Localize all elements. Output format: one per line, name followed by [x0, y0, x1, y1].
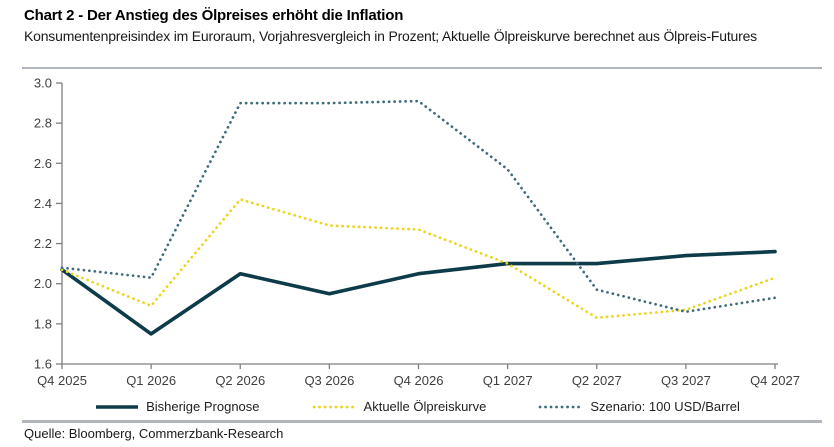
legend-swatch-dotted-line [539, 405, 584, 408]
header-divider [22, 67, 822, 69]
chart-legend: Bisherige Prognose Aktuelle Ölpreiskurve S… [0, 399, 834, 414]
y-tick-label: 2.4 [34, 196, 52, 211]
x-tick-label: Q3 2027 [661, 373, 711, 388]
series-line-0 [60, 249, 777, 336]
chart-title: Chart 2 - Der Anstieg des Ölpreises erhö… [24, 7, 404, 24]
legend-label: Bisherige Prognose [146, 399, 260, 414]
source-note: Quelle: Bloomberg, Commerzbank-Research [24, 426, 284, 441]
y-tick-label: 2.2 [34, 236, 52, 251]
legend-label: Aktuelle Ölpreiskurve [363, 399, 487, 414]
y-tick-label: 3.0 [34, 76, 52, 91]
y-tick-label: 1.6 [34, 357, 52, 372]
series-line-1 [60, 198, 777, 320]
y-tick-label: 2.6 [34, 156, 52, 171]
line-chart-canvas: 1.6 1.8 2.0 2.2 2.4 2.6 2.8 3.0 Q4 2025 Q1 2026 Q2… [34, 76, 800, 389]
x-tick-label: Q2 2026 [215, 373, 265, 388]
x-tick-label: Q1 2026 [126, 373, 176, 388]
footer-divider [22, 420, 822, 423]
y-tick-label: 2.8 [34, 116, 52, 131]
legend-item-2: Szenario: 100 USD/Barrel [538, 399, 740, 414]
legend-item-1: Aktuelle Ölpreiskurve [312, 399, 487, 414]
x-tick-label: Q4 2025 [37, 373, 87, 388]
legend-label: Szenario: 100 USD/Barrel [590, 399, 740, 414]
x-tick-label: Q3 2026 [304, 373, 354, 388]
chart-header: Chart 2 - Der Anstieg des Ölpreises erhö… [24, 6, 824, 44]
chart-subtitle: Konsumentenpreisindex im Euroraum, Vorja… [24, 28, 757, 44]
x-tick-label: Q2 2027 [572, 373, 622, 388]
y-tick-label: 1.8 [34, 316, 52, 331]
x-tick-label: Q4 2027 [750, 373, 800, 388]
legend-swatch-solid-line [96, 404, 139, 409]
series-line-2 [60, 99, 777, 314]
y-tick-label: 2.0 [34, 276, 52, 291]
legend-swatch-dotted-line [312, 405, 357, 408]
legend-item-0: Bisherige Prognose [94, 399, 260, 414]
x-tick-label: Q4 2026 [394, 373, 444, 388]
x-tick-label: Q1 2027 [483, 373, 533, 388]
